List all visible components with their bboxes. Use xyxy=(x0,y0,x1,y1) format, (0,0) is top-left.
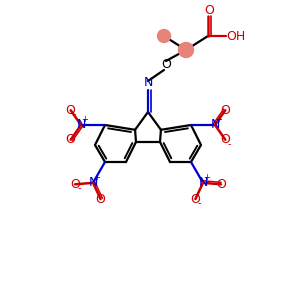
Text: N: N xyxy=(143,76,153,89)
Text: N: N xyxy=(88,176,98,189)
Text: O: O xyxy=(190,193,200,206)
Circle shape xyxy=(178,43,194,58)
Text: O: O xyxy=(66,104,76,117)
Text: +: + xyxy=(216,116,222,124)
Text: O: O xyxy=(70,178,80,191)
Text: -: - xyxy=(73,109,76,119)
Text: N: N xyxy=(76,118,86,131)
Text: O: O xyxy=(96,193,106,206)
Text: +: + xyxy=(82,116,88,124)
Text: O: O xyxy=(204,4,214,16)
Text: N: N xyxy=(198,176,208,189)
Text: O: O xyxy=(66,133,76,146)
Text: +: + xyxy=(94,173,100,182)
Text: N: N xyxy=(210,118,220,131)
Text: O: O xyxy=(216,178,226,191)
Text: -: - xyxy=(198,198,201,208)
Text: OH: OH xyxy=(226,29,246,43)
Text: -: - xyxy=(228,139,231,149)
Text: +: + xyxy=(204,173,210,182)
Circle shape xyxy=(158,29,170,43)
Text: O: O xyxy=(161,58,171,70)
Text: -: - xyxy=(77,183,81,194)
Text: O: O xyxy=(220,133,230,146)
Text: O: O xyxy=(220,104,230,117)
